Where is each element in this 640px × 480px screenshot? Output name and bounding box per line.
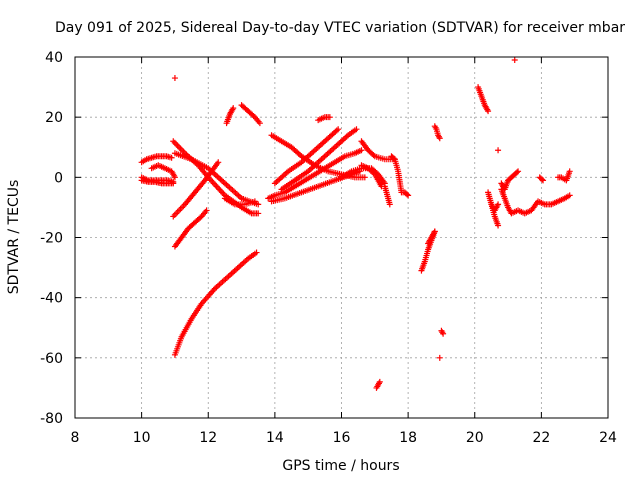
data-point [203, 207, 210, 214]
grid-lines [75, 57, 608, 418]
tick-labels: 8 10 12 14 16 18 20 22 24 40 20 0 -20 -40 -60 -80 [40, 50, 617, 446]
data-point [370, 152, 377, 159]
y-tick-label: -60 [40, 351, 63, 367]
y-tick-label: 20 [45, 110, 63, 126]
data-point [386, 201, 393, 208]
y-tick-label: 0 [54, 170, 63, 186]
data-series [438, 327, 447, 337]
data-series [148, 162, 178, 181]
data-point [511, 57, 518, 64]
x-tick-label: 12 [199, 430, 217, 446]
data-series [268, 168, 363, 205]
data-series [373, 378, 383, 391]
data-point [358, 147, 365, 154]
x-tick-label: 16 [333, 430, 351, 446]
x-tick-label: 18 [399, 430, 417, 446]
data-point [171, 174, 178, 181]
data-point [253, 249, 260, 256]
data-point [515, 168, 522, 175]
data-series [138, 177, 177, 187]
data-series [238, 102, 263, 127]
data-series [495, 147, 502, 154]
data-point [230, 105, 237, 112]
data-series [511, 57, 518, 64]
data-series [171, 150, 262, 208]
data-series [418, 228, 438, 274]
data-point [390, 155, 397, 162]
data-point [495, 147, 502, 154]
data-point [405, 192, 412, 199]
data-series [431, 123, 443, 142]
data-point [495, 201, 502, 208]
data-series [555, 168, 573, 184]
data-point [513, 169, 520, 176]
y-tick-label: -40 [40, 291, 63, 307]
data-point [495, 222, 502, 229]
data-point [540, 177, 547, 184]
data-point [168, 154, 175, 161]
data-series [170, 159, 222, 220]
x-tick-label: 8 [71, 430, 80, 446]
data-point [255, 201, 262, 208]
data-series [358, 162, 385, 190]
x-tick-label: 22 [532, 430, 550, 446]
data-series [536, 174, 547, 184]
x-tick-label: 20 [466, 430, 484, 446]
chart-title: Day 091 of 2025, Sidereal Day-to-day VTE… [55, 20, 625, 36]
y-tick-label: -20 [40, 231, 63, 247]
data-point [404, 191, 411, 198]
data-point [255, 210, 262, 217]
data-point [171, 75, 178, 82]
data-series [271, 126, 342, 187]
data-series [388, 153, 412, 199]
y-tick-label: 40 [45, 50, 63, 66]
data-series [278, 126, 360, 193]
y-tick-label: -80 [40, 411, 63, 427]
data-series [223, 105, 237, 127]
data-point [251, 198, 258, 205]
data-point [566, 192, 573, 199]
x-tick-label: 10 [133, 430, 151, 446]
data-point [215, 159, 222, 166]
data-point [170, 180, 177, 187]
data-series [436, 354, 443, 361]
data-point [485, 108, 492, 115]
data-point [353, 126, 360, 133]
data-point [376, 378, 383, 385]
x-tick-label: 24 [599, 430, 617, 446]
x-tick-label: 14 [266, 430, 284, 446]
data-series [221, 195, 258, 208]
data-point [326, 114, 333, 121]
data-point [335, 126, 342, 133]
data-series [381, 183, 393, 208]
data-series [315, 114, 333, 124]
data-point [361, 174, 368, 181]
data-series [498, 186, 573, 217]
data-point [436, 354, 443, 361]
data-points [138, 57, 573, 391]
y-axis-label: SDTVAR / TECUs [6, 180, 22, 295]
x-axis-label: GPS time / hours [282, 458, 399, 474]
data-point [566, 168, 573, 175]
data-point [436, 135, 443, 142]
data-point [538, 176, 545, 183]
data-series [425, 228, 438, 247]
data-series [171, 75, 178, 82]
data-series [138, 153, 175, 166]
data-series [488, 201, 502, 214]
data-series [498, 168, 522, 193]
data-point [440, 330, 447, 337]
data-point [256, 120, 263, 127]
data-series [171, 207, 210, 250]
data-point [431, 228, 438, 235]
plot-frame [74, 56, 609, 419]
data-series [171, 249, 260, 358]
data-series [475, 84, 492, 115]
